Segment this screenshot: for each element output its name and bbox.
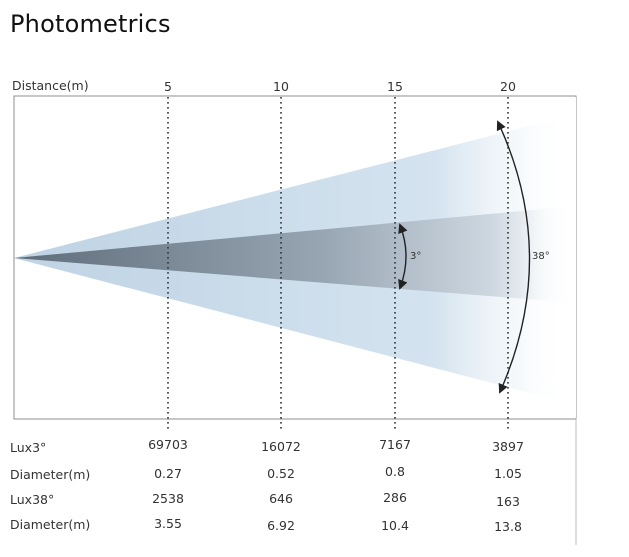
table-cell: 1.05 <box>494 466 522 481</box>
table-cell: 6.92 <box>267 518 295 533</box>
distance-axis-label: Distance(m) <box>12 78 89 93</box>
table-cell: 16072 <box>261 439 301 454</box>
table-cell: 0.52 <box>267 466 295 481</box>
table-cell: 10.4 <box>381 518 409 533</box>
wide-angle-label: 38° <box>532 251 550 262</box>
table-cell: 13.8 <box>494 519 522 534</box>
distance-tick-20: 20 <box>500 79 516 94</box>
distance-tick-5: 5 <box>164 79 172 94</box>
narrow-angle-label: 3° <box>410 251 421 262</box>
row-label-diameter-narrow: Diameter(m) <box>10 467 90 482</box>
table-cell: 646 <box>269 491 293 506</box>
narrow-beam-cone <box>14 206 576 303</box>
distance-tick-10: 10 <box>273 79 289 94</box>
narrow-angle-arrow <box>398 223 408 290</box>
table-cell: 163 <box>496 494 520 509</box>
wide-angle-arrow <box>496 120 531 394</box>
row-label-lux-narrow: Lux3° <box>10 440 46 455</box>
table-cell: 3.55 <box>154 516 182 531</box>
distance-tick-15: 15 <box>387 79 403 94</box>
table-cell: 69703 <box>148 437 188 452</box>
table-cell: 0.27 <box>154 466 182 481</box>
table-cell: 3897 <box>492 439 524 454</box>
table-cell: 2538 <box>152 491 184 506</box>
table-cell: 0.8 <box>385 464 405 479</box>
table-cell: 7167 <box>379 437 411 452</box>
row-label-lux-wide: Lux38° <box>10 492 54 507</box>
row-label-diameter-wide: Diameter(m) <box>10 517 90 532</box>
table-cell: 286 <box>383 490 407 505</box>
page-title: Photometrics <box>10 10 171 38</box>
